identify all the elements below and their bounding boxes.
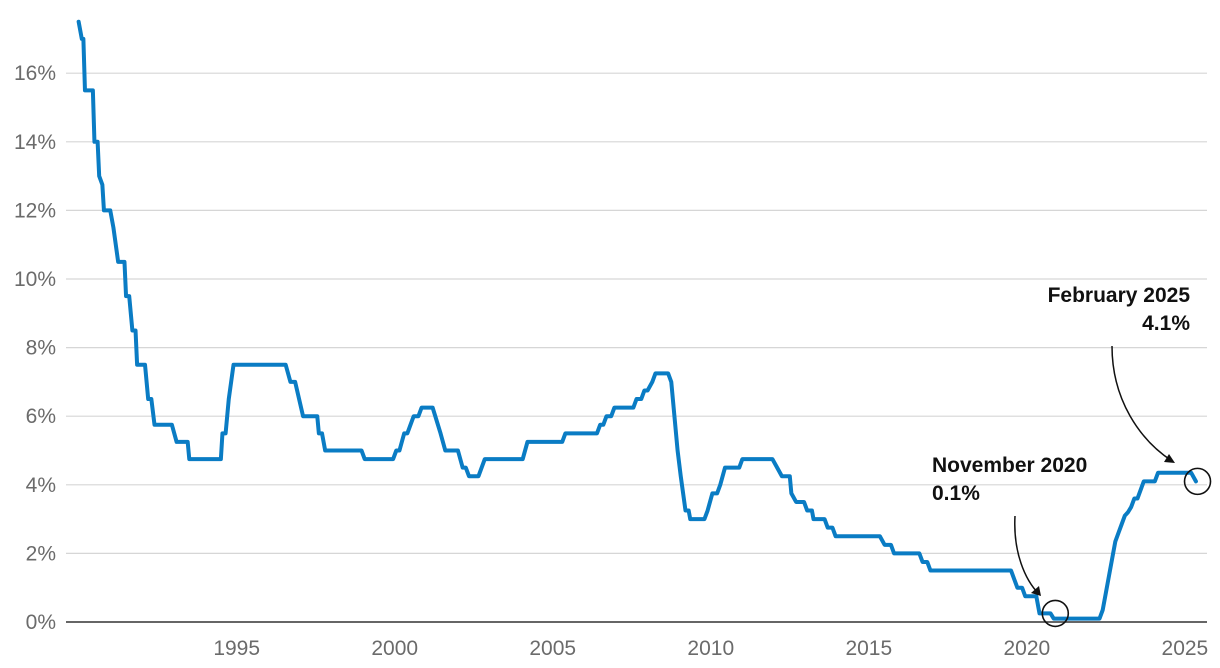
annotation-arrow <box>1111 345 1173 462</box>
annotation-arrow <box>1014 515 1040 595</box>
y-tick-label: 12% <box>14 199 56 222</box>
x-tick-label: 2025 <box>1162 637 1209 660</box>
x-tick-label: 2005 <box>529 637 576 660</box>
annotation-november-2020: November 2020 0.1% <box>932 454 1087 628</box>
x-axis-tick-labels: 1995 2000 2005 2010 2015 2020 2025 <box>213 637 1208 660</box>
x-tick-label: 2010 <box>687 637 734 660</box>
y-tick-label: 2% <box>26 542 56 565</box>
annotation-value: 0.1% <box>932 482 980 505</box>
annotation-circle <box>1041 599 1070 628</box>
series-line <box>76 19 1198 621</box>
annotation-february-2025: February 2025 4.1% <box>1048 284 1212 496</box>
y-tick-label: 8% <box>26 337 56 360</box>
annotation-value: 4.1% <box>1142 312 1190 335</box>
y-tick-label: 4% <box>26 474 56 497</box>
annotation-circle <box>1183 467 1212 496</box>
annotation-arrowhead <box>1031 586 1041 596</box>
y-axis-tick-labels: 0% 2% 4% 6% 8% 10% 12% 14% 16% <box>14 62 56 634</box>
gridlines <box>66 72 1207 555</box>
y-tick-label: 14% <box>14 131 56 154</box>
x-tick-label: 2000 <box>371 637 418 660</box>
y-tick-label: 10% <box>14 268 56 291</box>
y-tick-label: 16% <box>14 62 56 85</box>
annotation-arrowhead <box>1164 454 1175 463</box>
x-tick-label: 1995 <box>213 637 260 660</box>
y-tick-label: 0% <box>26 611 56 634</box>
annotation-title: February 2025 <box>1048 284 1191 307</box>
x-tick-label: 2020 <box>1003 637 1050 660</box>
y-tick-label: 6% <box>26 405 56 428</box>
annotation-title: November 2020 <box>932 454 1087 477</box>
x-tick-label: 2015 <box>845 637 892 660</box>
